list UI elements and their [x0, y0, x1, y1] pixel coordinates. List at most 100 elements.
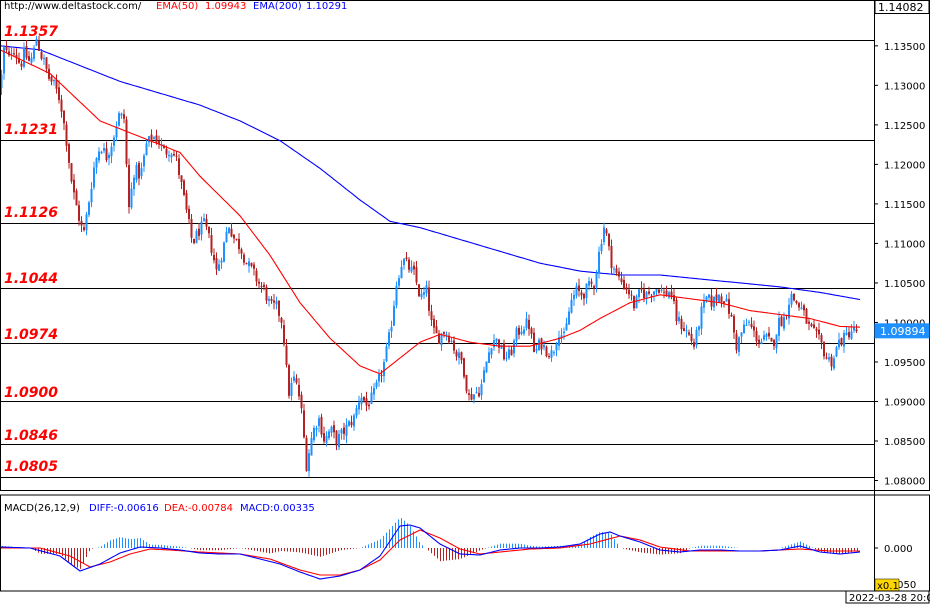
candle: [665, 285, 668, 297]
candle-body: [465, 374, 468, 392]
candle: [575, 282, 578, 299]
candle: [210, 227, 213, 256]
candle-body: [768, 332, 770, 337]
candle: [805, 307, 808, 324]
candle: [198, 223, 200, 241]
candle-body: [428, 287, 430, 311]
candle-body: [328, 431, 330, 439]
candle-body: [20, 63, 23, 67]
candle-body: [295, 378, 298, 383]
candle: [290, 377, 293, 401]
candle: [295, 374, 298, 385]
zoom-badge-label: x0.1: [877, 581, 899, 592]
ema200-line: [0, 45, 861, 301]
macd-dea: DEA:-0.00784: [164, 503, 234, 514]
candle-body: [80, 220, 83, 226]
candle: [840, 337, 843, 347]
candle: [608, 233, 610, 251]
candle: [120, 112, 123, 119]
candle-body: [400, 266, 403, 279]
candle: [503, 339, 505, 361]
candle: [710, 288, 713, 311]
candle-body: [95, 158, 98, 168]
candle-body: [840, 338, 843, 346]
candle-body: [395, 285, 398, 306]
candle-body: [520, 331, 523, 334]
candle: [305, 435, 308, 472]
candle-body: [93, 167, 95, 188]
candle: [560, 328, 563, 344]
candle: [585, 283, 588, 304]
candle: [533, 327, 535, 353]
candle-body: [235, 238, 238, 240]
candle-body: [75, 190, 78, 206]
candle: [95, 157, 98, 174]
candle-body: [98, 151, 100, 161]
candle-body: [200, 221, 203, 235]
candle-body: [505, 357, 508, 359]
candle-body: [338, 434, 340, 448]
ema200-value: 1.10291: [306, 1, 348, 12]
candle: [553, 350, 555, 356]
candle-body: [325, 435, 328, 443]
candle: [98, 147, 100, 164]
candle: [110, 142, 113, 164]
candle-body: [248, 261, 250, 267]
candle-body: [650, 295, 653, 297]
price-top-value: 1.14082: [878, 1, 924, 14]
candle: [28, 51, 30, 62]
candle-body: [445, 334, 448, 336]
candle-body: [318, 418, 320, 427]
candle-body: [498, 339, 500, 348]
candle: [288, 363, 290, 399]
candle-body: [578, 285, 580, 291]
candle-body: [778, 317, 780, 336]
candle: [763, 330, 765, 342]
candle-body: [540, 338, 543, 350]
candle: [518, 325, 520, 340]
candle-body: [735, 333, 738, 351]
candle-body: [658, 289, 660, 293]
candle-body: [73, 179, 75, 193]
candle-body: [495, 338, 498, 342]
candle: [90, 182, 93, 208]
candle: [483, 366, 485, 383]
candle-body: [115, 126, 118, 138]
candle: [345, 418, 348, 444]
candle-body: [218, 264, 220, 271]
candle-body: [65, 124, 68, 146]
candle-body: [225, 231, 228, 243]
candle: [795, 300, 798, 305]
candle: [400, 260, 403, 279]
macd-axis-bottom-label: -0.050: [884, 580, 916, 591]
candle: [723, 301, 725, 308]
candle-body: [100, 151, 103, 154]
candle-body: [310, 437, 313, 456]
candle: [123, 109, 125, 124]
candle-body: [293, 376, 295, 381]
candle: [428, 280, 430, 316]
candle: [240, 247, 243, 260]
candle-body: [708, 294, 710, 298]
candle: [815, 326, 818, 338]
price-top-box: [874, 0, 930, 14]
candle-body: [368, 404, 370, 407]
candle: [175, 151, 178, 161]
macd-panel: [0, 518, 861, 580]
price-tick-label: 1.11500: [884, 200, 925, 211]
candle: [88, 200, 90, 218]
candle-body: [525, 318, 528, 329]
candle-body: [33, 47, 35, 59]
candle-body: [760, 341, 763, 345]
candle-body: [105, 148, 108, 161]
candle-body: [243, 254, 245, 263]
candle-body: [828, 357, 830, 360]
candle-body: [300, 394, 303, 409]
candle-body: [363, 396, 365, 401]
candle-body: [330, 426, 333, 433]
candle-body: [150, 134, 153, 141]
candle: [510, 346, 513, 356]
candle: [308, 449, 310, 477]
candle-body: [458, 352, 460, 358]
candle: [833, 355, 835, 371]
